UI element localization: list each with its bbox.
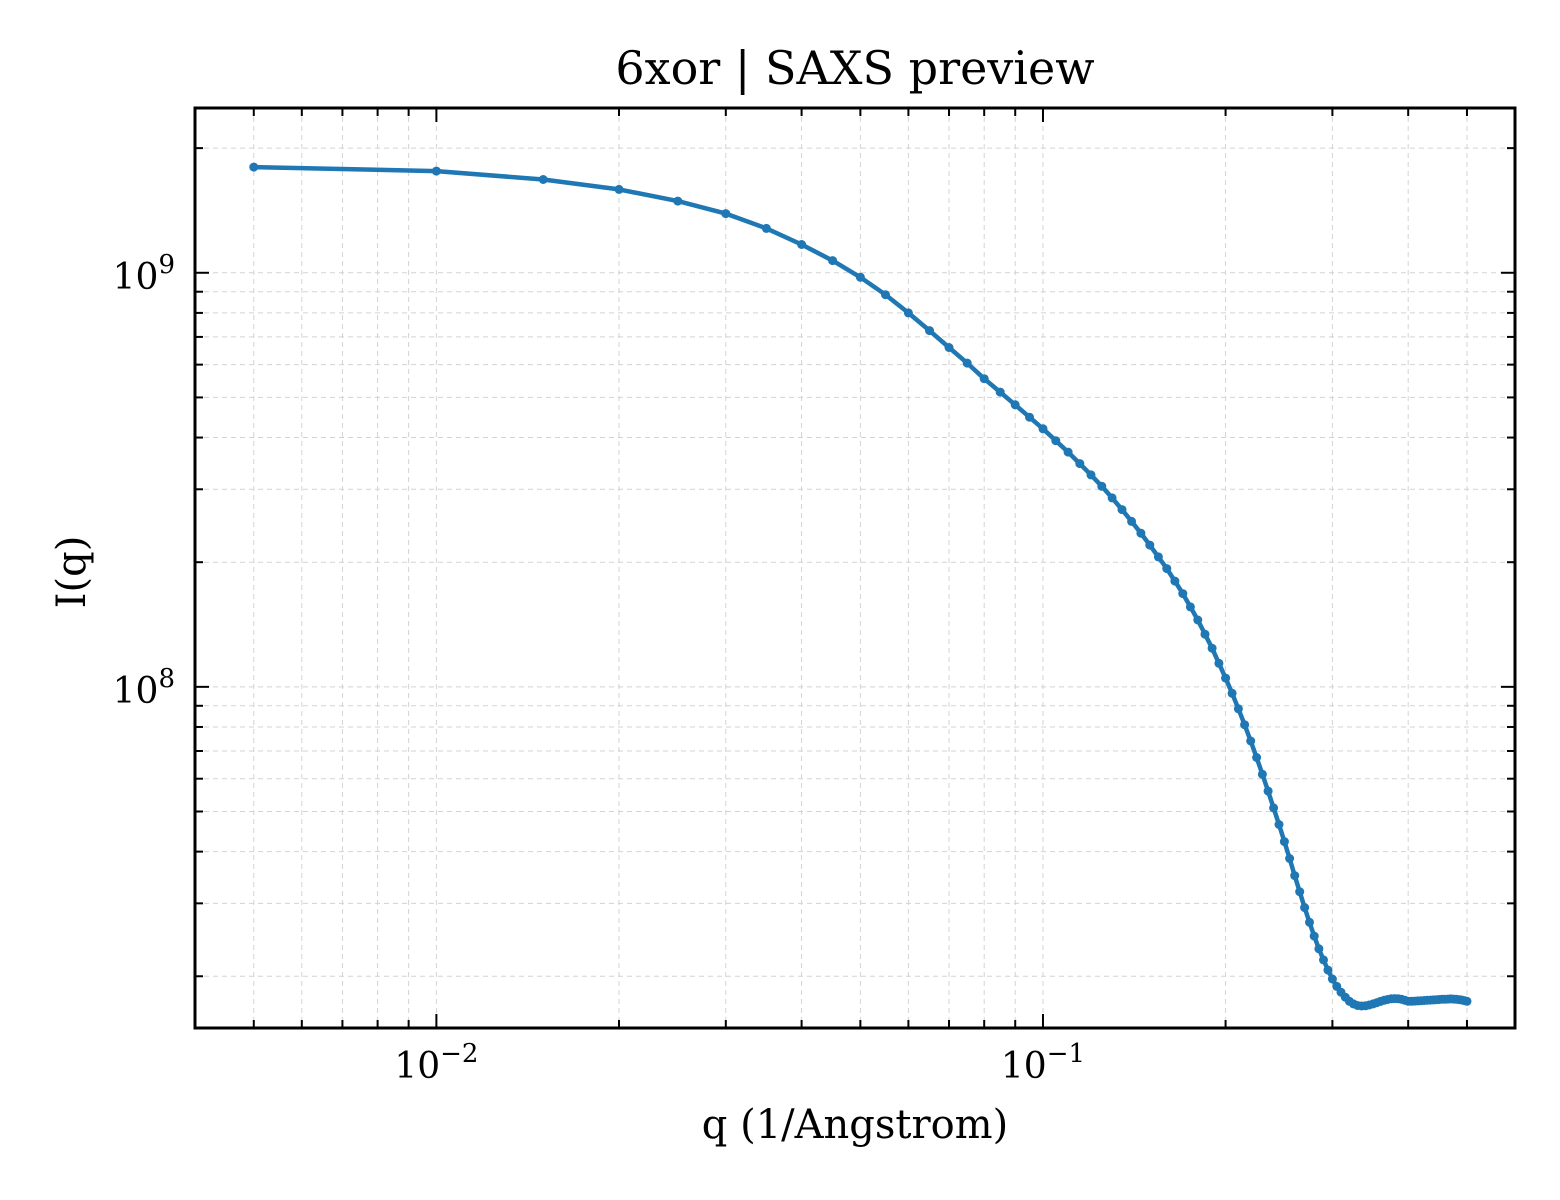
data-point bbox=[1285, 854, 1295, 863]
data-point bbox=[1233, 704, 1243, 714]
data-point bbox=[1136, 528, 1146, 538]
data-point bbox=[1274, 820, 1284, 829]
data-point bbox=[1207, 643, 1217, 653]
data-point bbox=[1300, 903, 1310, 913]
data-point bbox=[1075, 459, 1085, 469]
y-axis-label: I(q) bbox=[49, 536, 95, 609]
data-point bbox=[1193, 615, 1203, 625]
data-point bbox=[1170, 576, 1180, 586]
data-point bbox=[1025, 412, 1034, 422]
data-point bbox=[1214, 658, 1224, 668]
data-point bbox=[979, 374, 989, 384]
data-point bbox=[1200, 629, 1210, 639]
data-point bbox=[1178, 589, 1188, 599]
data-point bbox=[1269, 803, 1279, 813]
data-point bbox=[1319, 955, 1328, 965]
x-tick-label: 10−2 bbox=[394, 1039, 478, 1087]
x-tick-label: 10−1 bbox=[1001, 1039, 1085, 1087]
data-point bbox=[1117, 505, 1127, 515]
data-point bbox=[1038, 424, 1048, 434]
data-point bbox=[1323, 965, 1333, 975]
data-point bbox=[1227, 688, 1237, 698]
data-point bbox=[1051, 436, 1061, 446]
data-point bbox=[903, 308, 913, 318]
data-point bbox=[721, 209, 731, 219]
data-point bbox=[538, 175, 548, 184]
data-point bbox=[1462, 996, 1472, 1006]
data-point bbox=[1327, 974, 1337, 984]
data-point bbox=[1086, 470, 1096, 480]
data-point bbox=[1305, 917, 1314, 927]
data-point bbox=[995, 387, 1005, 397]
data-point bbox=[761, 223, 771, 233]
data-point bbox=[1279, 837, 1289, 847]
plot-series bbox=[249, 162, 1472, 1011]
data-point bbox=[1097, 481, 1107, 491]
data-point bbox=[1145, 540, 1155, 550]
data-point bbox=[1162, 564, 1172, 574]
data-point bbox=[614, 184, 624, 194]
data-point bbox=[855, 272, 865, 282]
data-point bbox=[1153, 552, 1163, 562]
data-point bbox=[1263, 786, 1273, 796]
data-point bbox=[1252, 753, 1262, 762]
x-axis-label: q (1/Angstrom) bbox=[702, 1102, 1008, 1148]
grid bbox=[194, 108, 1515, 1028]
data-point bbox=[1295, 887, 1305, 897]
data-point bbox=[1314, 944, 1324, 954]
data-point bbox=[1240, 720, 1250, 730]
data-point bbox=[249, 162, 259, 172]
data-point bbox=[1290, 871, 1300, 881]
data-point bbox=[828, 256, 838, 266]
data-point bbox=[1185, 602, 1195, 612]
data-point bbox=[1221, 673, 1231, 683]
data-point bbox=[673, 196, 683, 206]
data-point bbox=[1010, 400, 1020, 410]
data-point bbox=[925, 326, 934, 336]
y-tick-label: 108 bbox=[113, 664, 175, 712]
data-point bbox=[1246, 736, 1256, 746]
data-point bbox=[1107, 493, 1117, 503]
data-point bbox=[881, 290, 890, 300]
data-point bbox=[431, 166, 441, 176]
data-point bbox=[1257, 769, 1267, 779]
data-point bbox=[944, 343, 954, 352]
chart-title: 6xor | SAXS preview bbox=[615, 41, 1094, 95]
data-point bbox=[1309, 931, 1319, 941]
data-point bbox=[962, 358, 972, 368]
data-point bbox=[797, 240, 807, 249]
tick-labels: 10−2 10−1 108 109 bbox=[113, 250, 1085, 1087]
data-point bbox=[1127, 516, 1137, 526]
y-tick-label: 109 bbox=[113, 250, 175, 298]
plot-frame bbox=[193, 106, 1517, 1030]
data-point bbox=[1063, 447, 1073, 457]
